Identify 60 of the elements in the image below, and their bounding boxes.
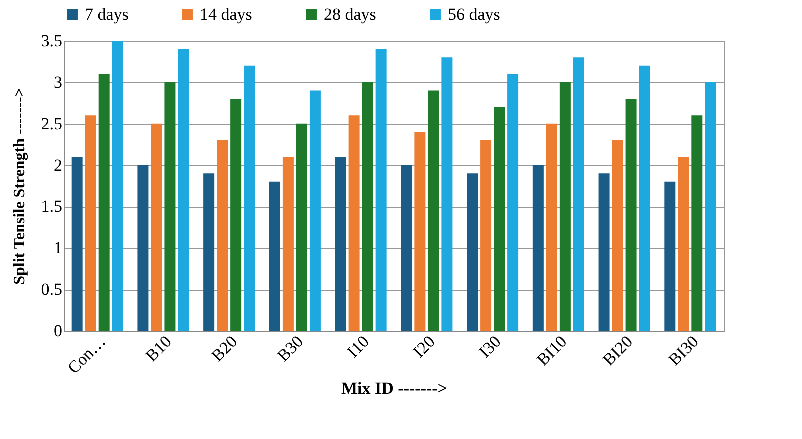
bar bbox=[164, 82, 176, 331]
bar bbox=[72, 157, 83, 331]
bar bbox=[664, 182, 676, 331]
bar bbox=[508, 74, 519, 331]
bar bbox=[204, 174, 215, 331]
x-tick-label: I10 bbox=[344, 332, 374, 362]
bar bbox=[494, 107, 506, 331]
legend-label: 28 days bbox=[324, 4, 376, 24]
bar bbox=[414, 132, 426, 331]
y-tick-label: 3 bbox=[54, 72, 62, 92]
x-tick-label: B30 bbox=[274, 332, 308, 366]
bar bbox=[467, 174, 478, 331]
bar bbox=[692, 116, 703, 331]
legend-label: 56 days bbox=[448, 4, 500, 24]
legend-label: 14 days bbox=[200, 4, 252, 24]
bar bbox=[480, 140, 492, 331]
bar bbox=[244, 66, 256, 331]
bar bbox=[138, 165, 149, 331]
bar bbox=[560, 82, 571, 331]
legend-label: 7 days bbox=[85, 4, 129, 24]
bar bbox=[376, 49, 387, 331]
bar bbox=[178, 49, 190, 331]
y-tick-label: 1.5 bbox=[41, 197, 62, 216]
y-tick-label: 3.5 bbox=[41, 32, 62, 50]
bar bbox=[348, 116, 360, 331]
bar bbox=[230, 99, 242, 331]
x-tick-label: I30 bbox=[475, 332, 505, 362]
bar bbox=[98, 74, 110, 331]
bar bbox=[612, 140, 624, 331]
bar bbox=[428, 90, 440, 331]
bar bbox=[282, 157, 294, 331]
x-tick-label: I20 bbox=[409, 332, 439, 362]
bar bbox=[639, 66, 650, 331]
bar bbox=[678, 157, 690, 331]
y-tick-label: 1 bbox=[54, 238, 62, 258]
y-tick-label: 0 bbox=[54, 322, 62, 340]
bar bbox=[269, 182, 280, 331]
bar bbox=[598, 174, 610, 331]
bar bbox=[217, 140, 228, 331]
y-axis-title: Split Tensile Strength -------> bbox=[11, 88, 28, 285]
bar bbox=[85, 116, 96, 331]
x-axis-title: Mix ID -------> bbox=[342, 378, 448, 398]
x-tick-label: B20 bbox=[208, 332, 242, 366]
bar bbox=[310, 90, 321, 331]
bar bbox=[401, 165, 412, 331]
y-tick-label: 2 bbox=[54, 156, 62, 175]
bar bbox=[442, 58, 453, 331]
bar bbox=[546, 124, 558, 331]
y-tick-label: 2.5 bbox=[41, 114, 62, 134]
bar bbox=[626, 99, 637, 331]
bar bbox=[151, 124, 162, 331]
bar bbox=[112, 41, 124, 331]
x-tick-label: B10 bbox=[142, 332, 176, 366]
bar bbox=[362, 82, 374, 331]
bar bbox=[335, 157, 346, 331]
bar bbox=[705, 82, 716, 331]
bar bbox=[532, 165, 544, 331]
y-tick-label: 0.5 bbox=[41, 280, 62, 300]
bar bbox=[573, 58, 584, 331]
bar bbox=[296, 124, 308, 331]
